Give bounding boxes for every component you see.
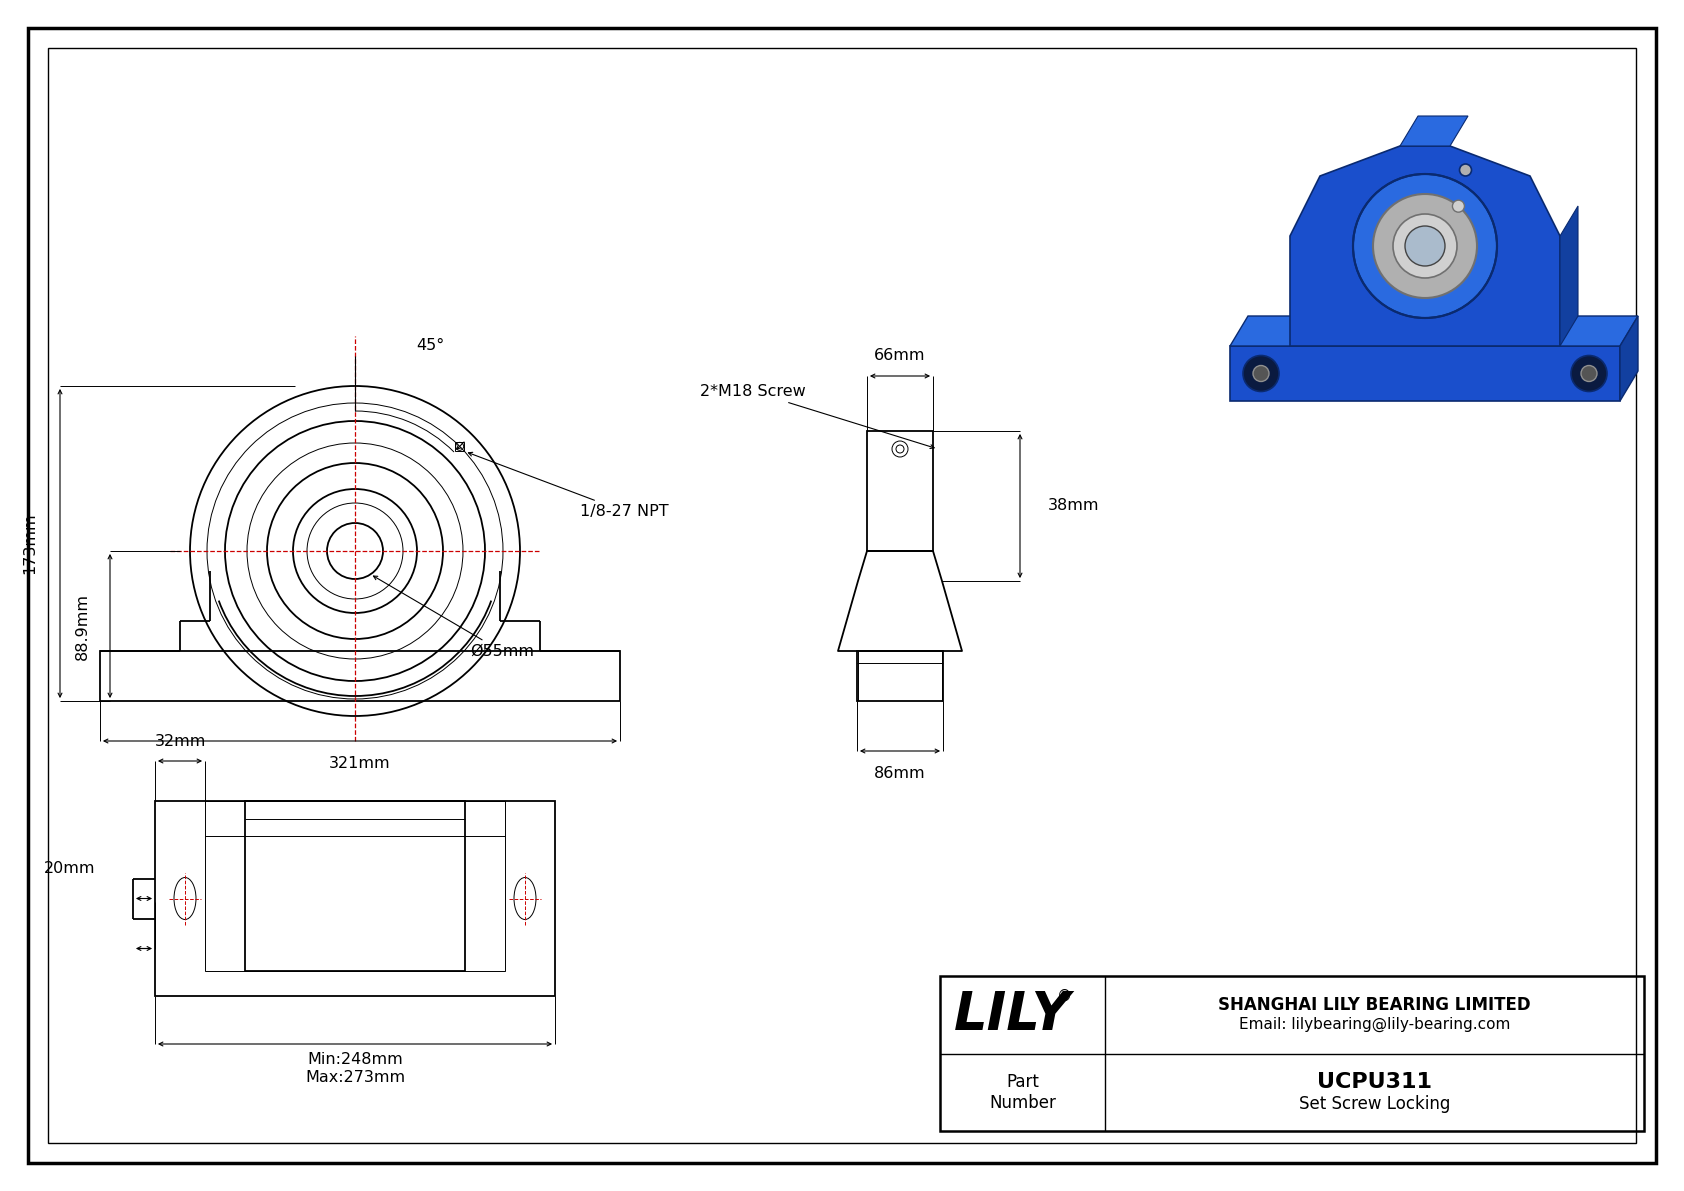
Circle shape [1372, 194, 1477, 298]
Polygon shape [1290, 146, 1559, 347]
Text: Part
Number: Part Number [989, 1073, 1056, 1111]
Bar [205, 802, 505, 971]
Circle shape [1452, 200, 1465, 212]
Text: 173mm: 173mm [22, 512, 37, 574]
Text: 1/8-27 NPT: 1/8-27 NPT [468, 453, 669, 519]
Circle shape [1571, 355, 1607, 392]
Circle shape [1581, 366, 1596, 381]
Text: Ø55mm: Ø55mm [374, 576, 534, 659]
Bar [857, 651, 943, 701]
Polygon shape [1229, 347, 1620, 401]
Bar [244, 802, 465, 971]
Text: 45°: 45° [416, 338, 445, 354]
Bar [940, 975, 1644, 1131]
Circle shape [1253, 366, 1270, 381]
Text: Max:273mm: Max:273mm [305, 1071, 406, 1085]
Text: 66mm: 66mm [874, 349, 926, 363]
Circle shape [1393, 214, 1457, 278]
Bar [455, 442, 465, 451]
Bar [99, 651, 620, 701]
Bar [155, 802, 556, 996]
Text: 38mm: 38mm [1047, 499, 1100, 513]
Bar [867, 431, 933, 551]
Text: 88.9mm: 88.9mm [74, 592, 89, 660]
Text: 2*M18 Screw: 2*M18 Screw [701, 384, 935, 449]
Text: Min:248mm: Min:248mm [306, 1053, 402, 1067]
Text: 20mm: 20mm [44, 861, 94, 877]
Polygon shape [1399, 116, 1468, 146]
Text: LILY: LILY [955, 989, 1071, 1041]
Polygon shape [1620, 316, 1639, 401]
Text: Email: lilybearing@lily-bearing.com: Email: lilybearing@lily-bearing.com [1239, 1017, 1511, 1033]
Circle shape [1352, 174, 1497, 318]
Text: Set Screw Locking: Set Screw Locking [1298, 1096, 1450, 1114]
Polygon shape [1559, 206, 1578, 347]
Text: ®: ® [1058, 990, 1073, 1004]
Text: 86mm: 86mm [874, 766, 926, 780]
Text: 321mm: 321mm [328, 755, 391, 771]
Text: UCPU311: UCPU311 [1317, 1072, 1431, 1092]
Text: SHANGHAI LILY BEARING LIMITED: SHANGHAI LILY BEARING LIMITED [1218, 996, 1531, 1014]
Circle shape [1404, 226, 1445, 266]
Circle shape [1243, 355, 1280, 392]
Circle shape [1460, 164, 1472, 176]
Polygon shape [1229, 316, 1639, 347]
Text: 32mm: 32mm [155, 734, 205, 748]
